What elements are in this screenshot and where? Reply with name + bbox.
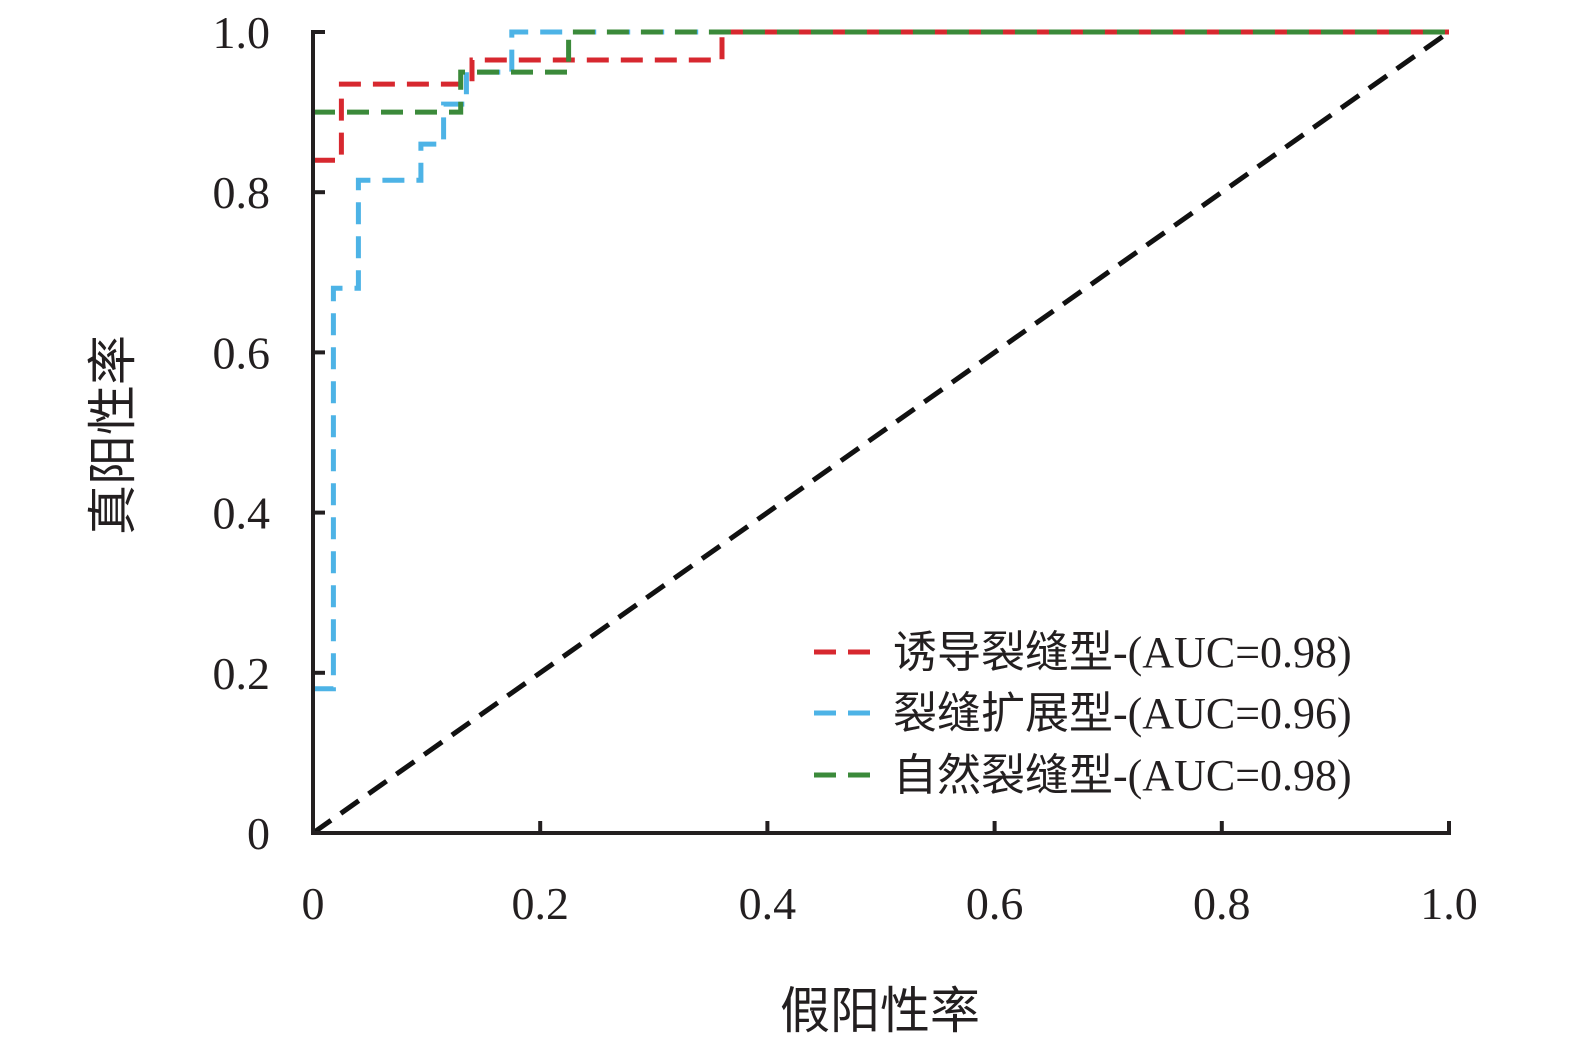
y-tick-label: 0.6	[213, 327, 271, 378]
series-line-0	[313, 29, 1449, 163]
series-line-2	[313, 29, 1449, 115]
legend: 诱导裂缝型-(AUC=0.98) 裂缝扩展型-(AUC=0.96) 自然裂缝型-(A…	[814, 628, 1352, 800]
series-line-1	[313, 29, 1449, 692]
y-tick-label: 0.2	[213, 648, 271, 699]
series-layer	[311, 29, 1451, 836]
x-tick-label: 0	[302, 878, 325, 929]
x-tick-label: 0.4	[739, 878, 797, 929]
x-axis-title: 假阳性率	[780, 983, 980, 1039]
y-axis-title: 真阳性率	[85, 335, 141, 535]
x-tick-label: 0.8	[1193, 878, 1251, 929]
ticks-layer: 0 0.2 0.4 0.6 0.8 1.0 0 0.2 0.4 0.6 0.8 1.0	[213, 7, 1478, 929]
y-tick-label: 1.0	[213, 7, 271, 58]
x-tick-label: 0.6	[966, 878, 1024, 929]
y-tick-label: 0.4	[213, 488, 271, 539]
legend-label: 裂缝扩展型-(AUC=0.96)	[893, 689, 1352, 738]
x-tick-label: 0.2	[511, 878, 569, 929]
legend-label: 自然裂缝型-(AUC=0.98)	[893, 751, 1352, 800]
y-tick-label: 0.8	[213, 167, 271, 218]
x-tick-label: 1.0	[1420, 878, 1478, 929]
legend-label: 诱导裂缝型-(AUC=0.98)	[893, 628, 1352, 677]
reference-diagonal-line	[311, 29, 1451, 836]
axes-layer	[311, 30, 1451, 835]
y-tick-label: 0	[247, 808, 270, 859]
